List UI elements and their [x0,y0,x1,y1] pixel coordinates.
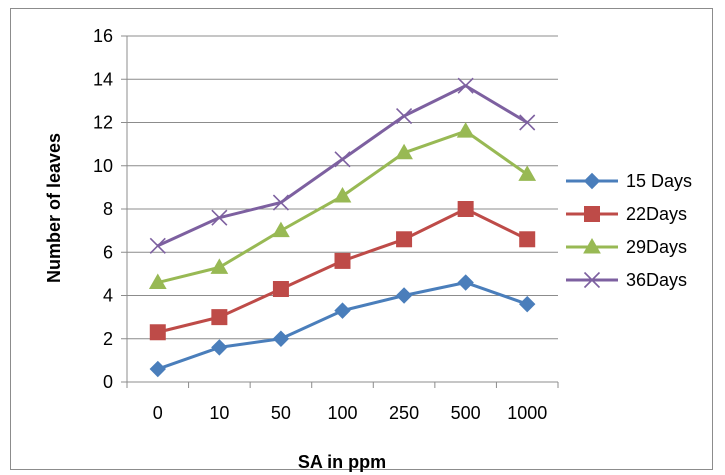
data-point [519,114,536,131]
data-point [395,143,413,160]
x-tick-label: 500 [451,403,481,423]
series-2 [149,201,536,341]
data-point [456,122,475,138]
legend-label: 15 Days [626,171,692,191]
y-tick-label: 14 [93,69,113,89]
x-tick-label: 1000 [507,403,547,423]
data-point [334,302,351,319]
data-point [396,107,413,125]
data-point [457,77,474,94]
data-point [457,274,474,291]
data-point [396,231,413,248]
data-point [333,187,352,203]
data-point [457,201,474,217]
data-point [149,237,166,254]
data-point [211,339,228,356]
y-tick-label: 12 [93,113,113,133]
legend-marker [583,172,601,190]
data-point [149,360,166,378]
legend-item-4: 36Days [566,270,687,290]
data-point [211,309,228,326]
data-point [334,151,351,168]
x-tick-label: 100 [327,403,357,423]
x-tick-label: 10 [209,403,229,423]
y-tick-label: 4 [103,286,113,306]
data-point [272,281,289,298]
data-point [272,221,290,238]
legend-marker [583,271,601,289]
x-tick-label: 50 [271,403,291,423]
data-point [272,194,289,211]
x-axis-label: SA in ppm [298,452,386,472]
y-tick-label: 2 [103,329,113,349]
data-point [148,273,167,290]
legend-label: 36Days [626,270,687,290]
legend: 15 Days 22Days 29Days 36Days [566,171,692,290]
gridlines [127,35,558,340]
series-3 [148,122,537,290]
data-point [211,209,228,226]
series-4 [149,77,536,254]
data-point [149,324,166,341]
data-point [519,231,536,248]
y-tick-label: 6 [103,242,113,262]
data-point [519,295,536,313]
legend-marker [583,237,601,254]
legend-label: 22Days [626,204,687,224]
y-tick-label: 16 [93,26,113,46]
data-point [334,252,351,269]
y-tick-label: 10 [93,156,113,176]
legend-item-2: 22Days [566,204,687,224]
data-point [272,330,290,347]
legend-marker [584,206,600,222]
legend-label: 29Days [626,237,687,257]
y-tick-label: 8 [103,199,113,219]
legend-item-3: 29Days [566,237,687,257]
data-point [518,165,537,181]
axes: 0 2 4 6 8 10 12 14 16 0 10 50 100 250 500 1000 [93,26,559,423]
x-tick-label: 0 [153,403,163,423]
y-axis-label: Number of leaves [44,133,64,283]
data-point [395,287,413,304]
y-tick-label: 0 [103,372,113,392]
data-point [210,258,229,274]
x-tick-label: 250 [389,403,419,423]
legend-item-1: 15 Days [566,171,692,191]
series-1 [149,274,536,378]
series-group [148,77,537,378]
